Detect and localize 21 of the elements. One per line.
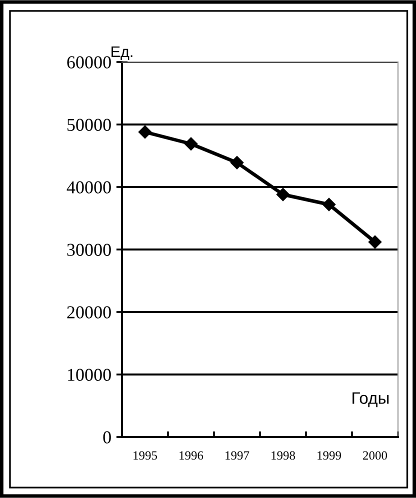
y-tick-label: 10000 <box>68 368 111 381</box>
y-tick-label: 0 <box>103 431 111 444</box>
x-tick-label: 2000 <box>363 451 388 460</box>
x-tick-label: 1999 <box>318 451 341 460</box>
point <box>230 156 244 170</box>
y-axis-title: Ед. <box>112 46 132 60</box>
x-tick-label: 1998 <box>272 451 296 460</box>
point <box>138 125 152 139</box>
y-tick-label: 50000 <box>67 118 111 131</box>
point <box>368 235 382 249</box>
point <box>184 137 198 150</box>
x-tick-label: 1995 <box>134 451 158 460</box>
x-tick-label: 1996 <box>180 451 204 460</box>
x-tick-label: 1997 <box>226 451 250 460</box>
y-tick-label: 30000 <box>67 244 111 256</box>
point <box>276 188 290 202</box>
x-axis-title: Годы <box>352 392 389 408</box>
y-tick-label: 60000 <box>67 56 111 68</box>
point <box>322 198 336 212</box>
y-tick-label: 20000 <box>67 306 111 318</box>
y-tick-label: 40000 <box>66 181 111 194</box>
